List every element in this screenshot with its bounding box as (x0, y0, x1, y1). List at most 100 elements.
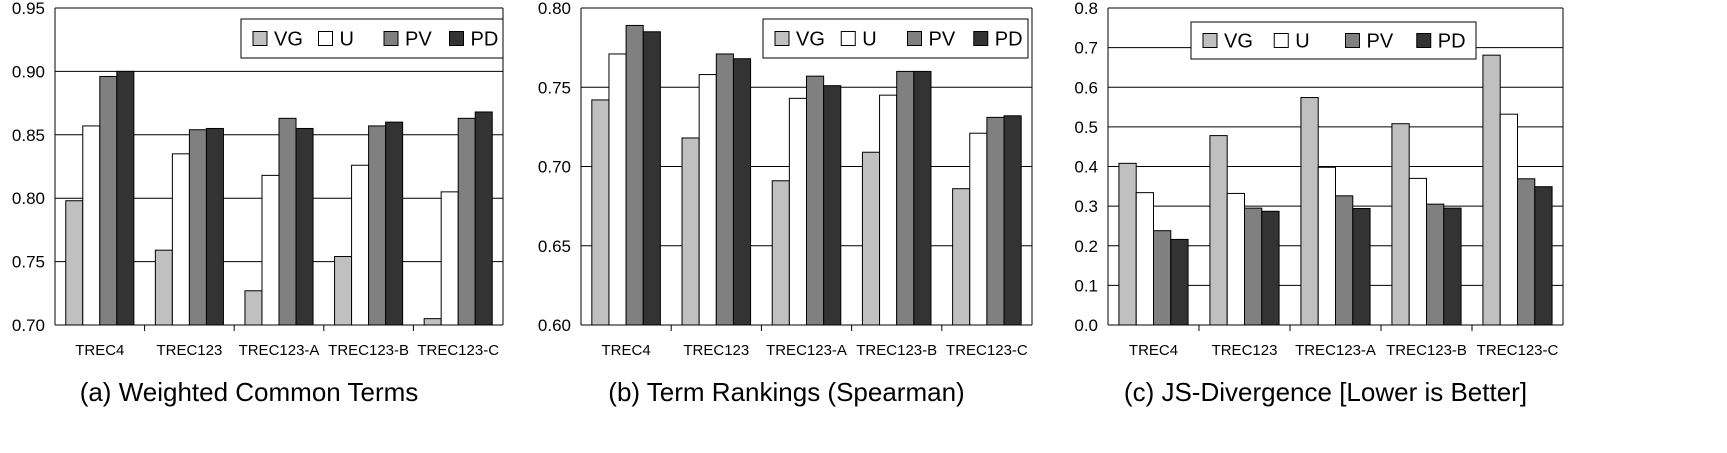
legend-swatch-pv (907, 31, 922, 46)
x-tick-label: TREC123-A (239, 342, 320, 359)
bar-vg (1391, 123, 1410, 326)
legend: VG U PV PD (240, 18, 504, 59)
bar-pv (188, 129, 207, 326)
x-tick-label: TREC4 (602, 342, 651, 359)
bar-vg (1118, 162, 1137, 326)
y-tick-label: 0.80 (12, 189, 45, 208)
bar-u (261, 174, 280, 326)
legend: VG U PV PD (762, 18, 1029, 59)
x-tick-label: TREC123-C (1477, 342, 1559, 359)
bar-u (1226, 192, 1245, 326)
bar-u (1135, 192, 1154, 326)
y-tick-label: 0.60 (538, 316, 571, 335)
legend-label: PV (405, 29, 432, 51)
legend-swatch-pd (973, 31, 989, 46)
bar-u (351, 164, 370, 326)
bar-pd (116, 70, 135, 326)
bar-u (608, 53, 627, 326)
bar-pv (896, 70, 915, 326)
bar-pv (457, 117, 476, 326)
bar-pv (1244, 207, 1263, 326)
x-tick-label: TREC123-A (766, 342, 847, 359)
bar-vg (952, 188, 971, 326)
bar-u (171, 153, 190, 326)
x-tick-label: TREC4 (75, 342, 124, 359)
bar-pv (278, 117, 297, 326)
legend-swatch-pd (449, 31, 464, 46)
legend-label: VG (796, 29, 825, 51)
bar-pd (474, 111, 493, 326)
y-tick-label: 0.75 (12, 253, 45, 272)
bar-vg (771, 180, 790, 326)
bar-pd (385, 121, 404, 326)
legend-box (762, 18, 1029, 59)
legend-label: U (1295, 31, 1309, 53)
legend-label: VG (1224, 31, 1253, 53)
y-tick-label: 0.4 (1074, 158, 1098, 177)
x-tick-label: TREC123 (156, 342, 222, 359)
y-tick-label: 0.0 (1074, 316, 1098, 335)
bar-pd (1003, 115, 1022, 326)
bar-vg (334, 256, 353, 326)
y-tick-label: 0.2 (1074, 237, 1098, 256)
bar-u (1499, 113, 1518, 326)
x-tick-label: TREC123 (683, 342, 749, 359)
x-tick-label: TREC123-B (856, 342, 937, 359)
y-tick-label: 0.3 (1074, 197, 1098, 216)
bar-pv (1153, 230, 1172, 326)
chart-caption: (a) Weighted Common Terms (80, 377, 419, 407)
bar-pv (986, 116, 1005, 326)
x-tick-label: TREC4 (1129, 342, 1178, 359)
bar-pv (806, 75, 825, 326)
legend-swatch-u (318, 31, 333, 46)
bar-pv (1426, 203, 1445, 326)
legend-swatch-u (840, 31, 856, 46)
chart-caption: (b) Term Rankings (Spearman) (608, 377, 964, 407)
bar-pd (295, 127, 314, 326)
bar-u (1408, 177, 1427, 326)
bar-u (1317, 166, 1336, 326)
x-tick-label: TREC123-B (1386, 342, 1467, 359)
legend-label: U (862, 29, 876, 51)
chart-panel-3: 0.0 0.1 0.2 0.3 0.4 0.5 0.6 0.7 0.8 TREC4 TREC123 T… (1074, 0, 1564, 407)
y-tick-label: 0.85 (12, 126, 45, 145)
legend-swatch-pv (383, 31, 399, 46)
bar-pd (1261, 210, 1280, 326)
y-tick-label: 0.95 (12, 0, 45, 18)
bar-pv (1335, 195, 1354, 326)
bar-pv (1517, 178, 1536, 326)
chart-caption: (c) JS-Divergence [Lower is Better] (1124, 377, 1527, 407)
bar-vg (423, 318, 442, 326)
bar-vg (1209, 135, 1228, 326)
y-tick-label: 0.70 (538, 158, 571, 177)
bar-pd (1352, 208, 1371, 326)
y-tick-label: 0.5 (1074, 118, 1098, 137)
legend-swatch-vg (1202, 33, 1218, 48)
x-tick-label: TREC123-A (1295, 342, 1376, 359)
y-tick-label: 0.6 (1074, 78, 1098, 97)
bar-pd (1170, 238, 1189, 326)
bar-pd (1534, 186, 1553, 326)
bar-u (698, 74, 717, 326)
x-tick-label: TREC123 (1212, 342, 1278, 359)
bar-pv (715, 53, 734, 326)
bar-pd (205, 127, 224, 326)
chart-panel-2: 0.60 0.65 0.70 0.75 0.80 TREC4 TREC123 TREC123-… (538, 0, 1033, 407)
bar-pv (368, 125, 387, 326)
x-tick-label: TREC123-B (328, 342, 409, 359)
bar-vg (1482, 54, 1501, 326)
y-tick-label: 0.80 (538, 0, 571, 18)
bar-pd (732, 58, 752, 326)
y-tick-label: 0.90 (12, 62, 45, 81)
bar-pd (913, 70, 932, 326)
legend-label: U (340, 29, 354, 51)
legend-label: VG (274, 29, 303, 51)
y-tick-label: 0.8 (1074, 0, 1098, 18)
legend-swatch-pv (1345, 33, 1360, 48)
bar-vg (591, 99, 610, 326)
bar-u (969, 132, 988, 326)
bar-vg (65, 200, 84, 326)
bar-vg (244, 290, 263, 326)
y-tick-label: 0.65 (538, 237, 571, 256)
